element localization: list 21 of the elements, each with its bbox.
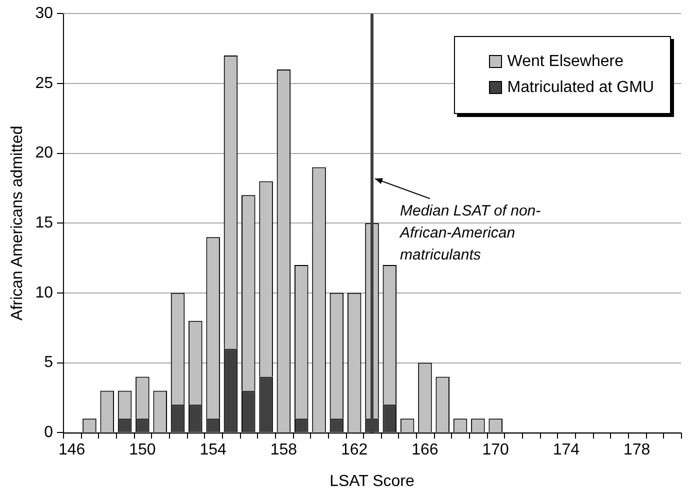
x-tick-label: 150	[129, 442, 156, 459]
ref-line-label: Median LSAT of non-African-American matriculants	[399, 202, 541, 264]
y-tick-label: 0	[44, 424, 54, 442]
y-tick-label: 5	[44, 354, 54, 372]
y-tick-label: 30	[35, 5, 54, 22]
x-tick-label: 154	[200, 442, 227, 459]
y-tick-label: 15	[35, 214, 54, 232]
y-axis-title: African Americans admitted	[9, 126, 26, 320]
y-tick-label: 20	[35, 144, 54, 162]
x-axis-title: LSAT Score	[330, 472, 414, 490]
x-tick-label: 178	[624, 442, 650, 459]
x-tick-label: 170	[482, 442, 510, 459]
x-tick-label: 174	[552, 442, 580, 459]
legend-label: Matriculated at GMU	[507, 78, 654, 97]
x-tick-label: 158	[270, 442, 298, 459]
y-tick-label: 25	[35, 74, 54, 92]
x-tick-label: 166	[412, 442, 438, 459]
y-tick-label: 10	[35, 284, 54, 302]
x-tick-label: 146	[58, 442, 86, 459]
x-tick-label: 162	[340, 442, 368, 459]
legend-label: Went Elsewhere	[507, 52, 624, 71]
